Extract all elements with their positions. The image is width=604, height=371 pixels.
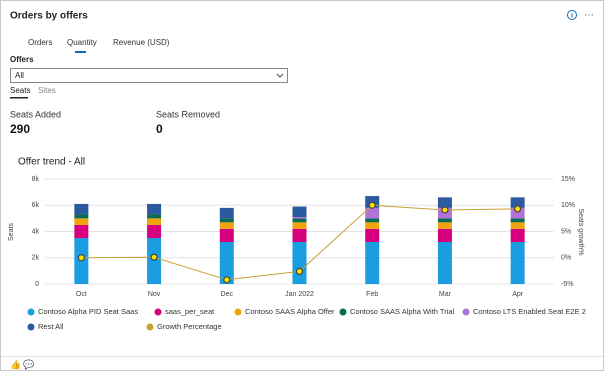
bar-segment: [292, 217, 307, 219]
bar-segment: [74, 218, 89, 225]
legend-marker: [146, 323, 154, 331]
bar-segment: [510, 197, 525, 208]
bar-segment: [147, 224, 162, 239]
x-tick-label: Apr: [512, 291, 524, 298]
x-tick-label: Oct: [76, 291, 87, 298]
line-point: [514, 205, 522, 213]
bar-segment: [74, 214, 89, 219]
y2-tick-label: 15%: [561, 176, 575, 183]
more-icon[interactable]: ···: [584, 10, 594, 21]
stat-label: Seats Removed: [156, 109, 220, 119]
bar-segment: [365, 242, 380, 284]
legend-marker: [339, 308, 347, 316]
bar-segment: [365, 228, 380, 242]
filter-label: Offers: [10, 55, 34, 64]
y-tick-label: 4k: [32, 228, 40, 235]
y-tick-label: 6k: [32, 202, 40, 209]
x-tick-label: Nov: [148, 291, 161, 298]
bar-segment: [510, 242, 525, 284]
panel-title: Orders by offers: [10, 11, 88, 22]
legend-label: Rest All: [38, 322, 64, 331]
bar-segment: [147, 203, 162, 215]
bar-segment: [147, 214, 162, 219]
bar-segment: [510, 207, 525, 219]
x-tick-label: Dec: [221, 291, 234, 298]
line-point: [441, 206, 449, 214]
bar-segment: [74, 203, 89, 215]
x-tick-label: Jan 2022: [285, 291, 314, 298]
x-tick-label: Mar: [439, 291, 452, 298]
legend-marker: [27, 323, 35, 331]
line-point: [150, 253, 158, 261]
bar-segment: [365, 222, 380, 229]
legend-label: Growth Percentage: [157, 322, 222, 331]
tab[interactable]: Quantity: [67, 38, 97, 47]
bar-segment: [219, 228, 234, 242]
bar-segment: [219, 222, 234, 229]
y-tick-label: 2k: [32, 255, 40, 262]
bar-segment: [365, 207, 380, 219]
bar-segment: [437, 222, 452, 229]
bar-segment: [510, 218, 525, 223]
legend-label: Contoso Alpha PID Seat Saas: [38, 307, 138, 316]
legend-label: Contoso SAAS Alpha Offer: [245, 307, 335, 316]
bar-segment: [437, 242, 452, 284]
subtab[interactable]: Seats: [10, 86, 30, 95]
y-axis-label: Seats: [8, 223, 15, 241]
tab[interactable]: Orders: [28, 38, 52, 47]
tab[interactable]: Revenue (USD): [113, 38, 170, 47]
subtab[interactable]: Sites: [38, 86, 56, 95]
dropdown[interactable]: All: [10, 68, 288, 83]
bar-segment: [219, 242, 234, 284]
bar-segment: [437, 218, 452, 223]
bar-segment: [147, 238, 162, 284]
bar-segment: [510, 222, 525, 229]
legend-marker: [462, 308, 470, 316]
y2-axis-label: Seats growth%: [577, 208, 584, 255]
legend-marker: [154, 308, 162, 316]
bar-segment: [292, 228, 307, 242]
bar-segment: [219, 218, 234, 223]
line-point: [295, 267, 304, 275]
bar-segment: [437, 197, 452, 208]
tab-underline: [75, 51, 86, 53]
chart-title: Offer trend - All: [18, 157, 85, 168]
bar-segment: [292, 242, 307, 284]
bar-segment: [510, 228, 525, 242]
bar-segment: [292, 206, 307, 218]
stat-value: 290: [10, 122, 30, 136]
stat-value: 0: [156, 122, 163, 136]
bar-segment: [437, 228, 452, 242]
line-point: [223, 276, 231, 284]
y2-tick-label: 0%: [561, 255, 571, 262]
legend-marker: [27, 308, 35, 316]
dropdown-value: All: [15, 71, 24, 80]
bar-segment: [292, 222, 307, 229]
legend-label: Contoso SAAS Alpha With Trial: [350, 307, 455, 316]
stat-label: Seats Added: [10, 109, 61, 119]
bar-segment: [74, 224, 89, 239]
bar-segment: [292, 218, 307, 223]
feedback-icon[interactable]: 💬: [23, 358, 34, 369]
legend-marker: [234, 308, 242, 316]
x-tick-label: Feb: [366, 291, 378, 298]
y2-tick-label: -5%: [561, 281, 573, 288]
line-point: [77, 254, 85, 262]
info-icon[interactable]: [567, 10, 577, 20]
bar-segment: [219, 207, 234, 219]
y2-tick-label: 5%: [561, 228, 571, 235]
legend-label: Contoso LTS Enabled Seat E2E 2: [473, 307, 586, 316]
bar-segment: [147, 218, 162, 225]
subtab-underline: [10, 97, 28, 99]
bar-segment: [365, 218, 380, 223]
line-point: [368, 201, 376, 209]
legend-label: saas_per_seat: [165, 307, 215, 316]
y-tick-label: 0: [35, 281, 39, 288]
y-tick-label: 8k: [32, 176, 40, 183]
like-icon[interactable]: 👍: [10, 358, 21, 369]
y2-tick-label: 10%: [561, 202, 575, 209]
